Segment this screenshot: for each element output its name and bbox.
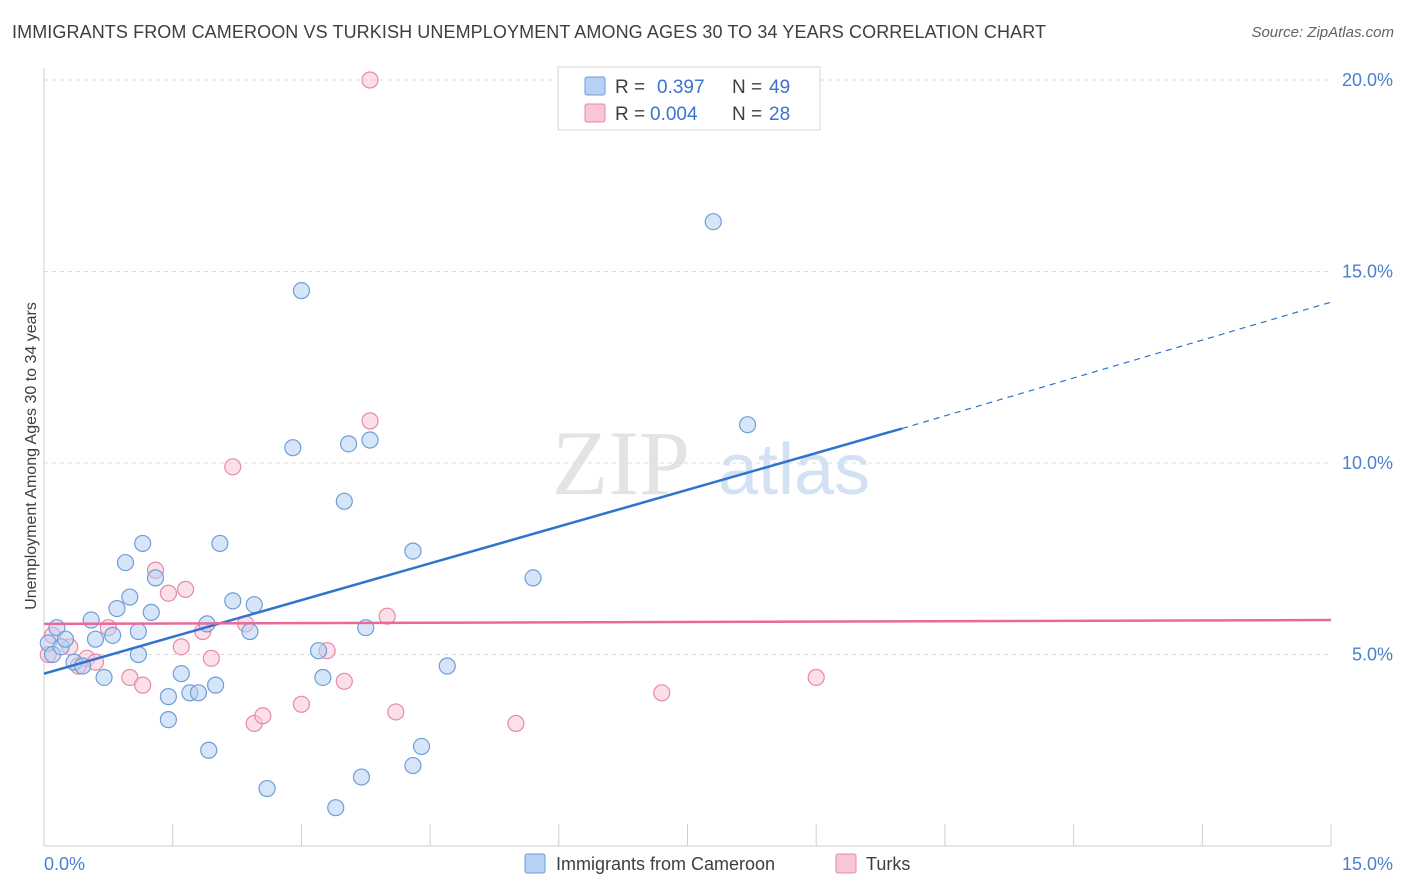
cameroon-point [339, 435, 358, 453]
turks-trend-line [43, 618, 1332, 626]
cameroon-point [159, 688, 178, 706]
turks-point [224, 458, 242, 476]
legend-r-label-2: R = [615, 104, 645, 125]
cameroon-point [292, 282, 310, 300]
cameroon-trend-extension [901, 301, 1332, 430]
turks-point [176, 580, 195, 598]
cameroon-point [134, 534, 152, 553]
cameroon-point [86, 630, 105, 648]
cameroon-point [121, 588, 139, 606]
cameroon-point [82, 611, 100, 629]
cameroon-point [200, 741, 218, 759]
legend-r-value-1: 0.397 [657, 77, 705, 98]
cameroon-point [207, 676, 225, 694]
cameroon-point [314, 668, 332, 687]
cameroon-trend-line [43, 427, 903, 675]
cameroon-point [361, 431, 379, 449]
cameroon-point [258, 779, 276, 798]
turks-point [378, 607, 396, 625]
turks-point [134, 676, 152, 694]
legend-n-value-1: 49 [769, 77, 790, 98]
axis-ticks: 5.0% 10.0% 15.0% 20.0% [43, 70, 1393, 846]
cameroon-point [245, 596, 263, 614]
turks-point [807, 668, 825, 687]
cameroon-point [524, 569, 542, 587]
cameroon-point [146, 569, 165, 587]
y-tick-label-10: 10.0% [1342, 453, 1393, 473]
turks-point [335, 672, 353, 690]
cameroon-point [129, 622, 147, 641]
x-tick-label-max: 15.0% [1342, 854, 1393, 874]
cameroon-points [39, 213, 757, 817]
legend-r-label-1: R = [615, 77, 645, 98]
source-credit: Source: ZipAtlas.com [1251, 24, 1394, 41]
legend-n-value-2: 28 [769, 104, 790, 125]
turks-point [172, 638, 190, 656]
turks-point [361, 71, 379, 89]
turks-point [159, 584, 178, 602]
legend-n-label-2: N = [732, 104, 762, 125]
cameroon-point [95, 668, 113, 687]
cameroon-point [404, 756, 422, 775]
cameroon-point [412, 737, 431, 756]
y-tick-label-5: 5.0% [1352, 645, 1393, 665]
x-tick-label-min: 0.0% [44, 854, 85, 874]
cameroon-point [224, 592, 242, 610]
turks-point [507, 714, 525, 733]
cameroon-point [438, 657, 456, 675]
cameroon-point [104, 626, 122, 644]
cameroon-point [738, 416, 757, 434]
turks-point [361, 412, 379, 430]
legend-r-value-2: 0.004 [650, 104, 698, 125]
grid-lines [44, 79, 1331, 655]
turks-point [254, 707, 272, 725]
cameroon-point [56, 630, 75, 648]
bottom-legend-swatch-cameroon [524, 853, 546, 874]
turks-point [653, 684, 671, 702]
trend-lines [43, 301, 1332, 675]
cameroon-point [172, 665, 190, 683]
cameroon-point [142, 603, 160, 621]
cameroon-point [108, 599, 126, 618]
cameroon-point [241, 622, 259, 641]
correlation-legend: R = 0.397 N = 49 R = 0.004 N = 28 [557, 66, 821, 131]
turks-point [202, 649, 220, 667]
cameroon-point [284, 439, 302, 457]
watermark-atlas: atlas [718, 430, 870, 510]
legend-n-label-1: N = [732, 77, 762, 98]
cameroon-point [116, 553, 135, 572]
cameroon-point [327, 799, 345, 817]
cameroon-point [335, 492, 353, 510]
y-tick-label-15: 15.0% [1342, 262, 1393, 282]
chart-title: IMMIGRANTS FROM CAMEROON VS TURKISH UNEM… [12, 22, 1047, 42]
bottom-legend-label-cameroon: Immigrants from Cameroon [556, 854, 775, 874]
bottom-legend-swatch-turks [835, 853, 857, 874]
cameroon-point [211, 534, 229, 553]
cameroon-point [189, 684, 208, 702]
legend-swatch-turks [584, 103, 606, 123]
turks-points [39, 71, 825, 733]
cameroon-point [352, 768, 371, 786]
turks-point [387, 703, 405, 721]
series-legend: Immigrants from Cameroon Turks [524, 853, 910, 874]
y-axis-label: Unemployment Among Ages 30 to 34 years [23, 302, 40, 610]
turks-point [121, 668, 139, 687]
cameroon-point [704, 213, 722, 231]
turks-point [292, 695, 310, 713]
legend-swatch-cameroon [584, 76, 606, 96]
y-tick-label-20: 20.0% [1342, 70, 1393, 90]
cameroon-point [309, 642, 328, 660]
cameroon-point [404, 542, 422, 560]
bottom-legend-label-turks: Turks [866, 854, 910, 874]
cameroon-point [159, 711, 178, 729]
